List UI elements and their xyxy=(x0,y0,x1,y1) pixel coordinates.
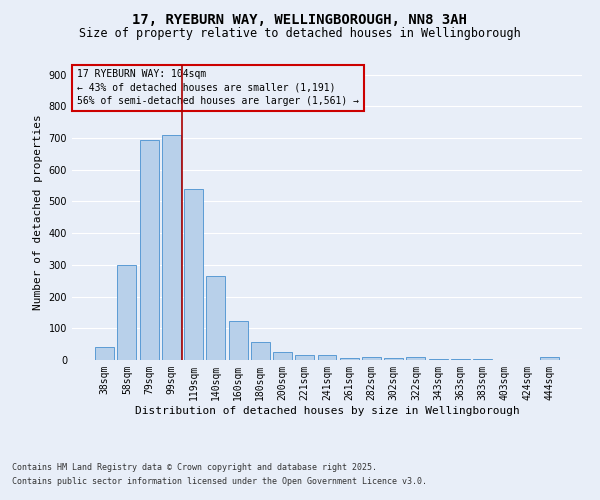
Text: 17 RYEBURN WAY: 104sqm
← 43% of detached houses are smaller (1,191)
56% of semi-: 17 RYEBURN WAY: 104sqm ← 43% of detached… xyxy=(77,70,359,106)
Bar xyxy=(317,354,337,360)
Bar xyxy=(140,140,158,360)
Text: Size of property relative to detached houses in Wellingborough: Size of property relative to detached ho… xyxy=(79,28,521,40)
Text: Contains public sector information licensed under the Open Government Licence v3: Contains public sector information licen… xyxy=(12,477,427,486)
Text: 17, RYEBURN WAY, WELLINGBOROUGH, NN8 3AH: 17, RYEBURN WAY, WELLINGBOROUGH, NN8 3AH xyxy=(133,12,467,26)
Bar xyxy=(473,359,492,360)
Bar xyxy=(95,346,114,360)
Bar xyxy=(273,352,292,360)
Bar xyxy=(406,357,425,360)
Bar xyxy=(362,357,381,360)
X-axis label: Distribution of detached houses by size in Wellingborough: Distribution of detached houses by size … xyxy=(134,406,520,415)
Bar xyxy=(229,322,248,360)
Y-axis label: Number of detached properties: Number of detached properties xyxy=(33,114,43,310)
Bar xyxy=(162,135,181,360)
Bar xyxy=(295,355,314,360)
Text: Contains HM Land Registry data © Crown copyright and database right 2025.: Contains HM Land Registry data © Crown c… xyxy=(12,464,377,472)
Bar xyxy=(429,359,448,360)
Bar xyxy=(384,358,403,360)
Bar xyxy=(251,342,270,360)
Bar xyxy=(540,358,559,360)
Bar xyxy=(118,265,136,360)
Bar xyxy=(340,358,359,360)
Bar xyxy=(206,276,225,360)
Bar xyxy=(184,188,203,360)
